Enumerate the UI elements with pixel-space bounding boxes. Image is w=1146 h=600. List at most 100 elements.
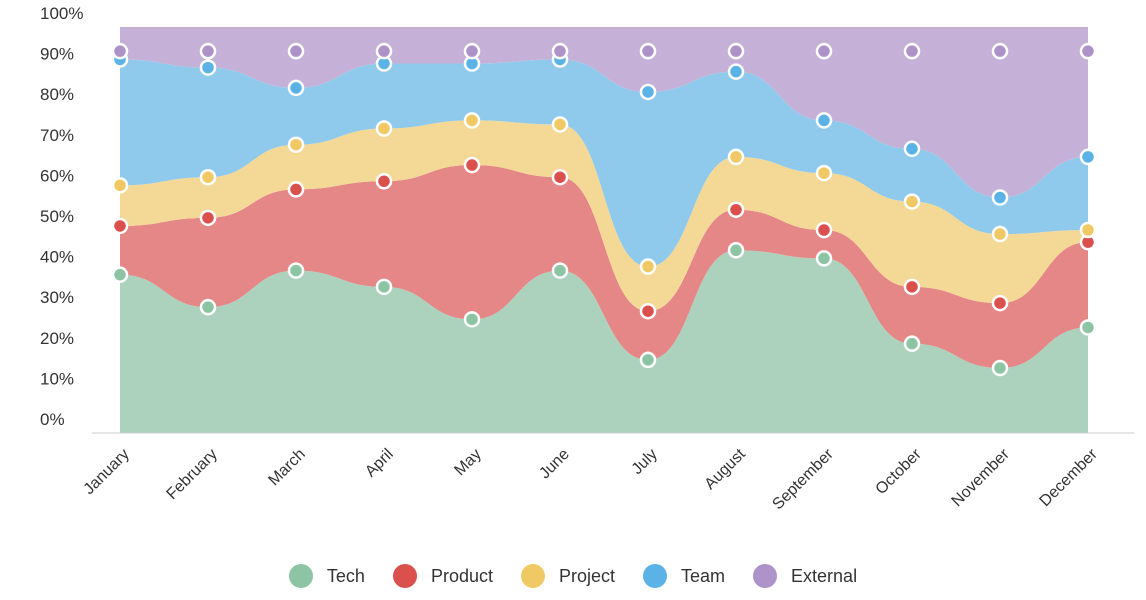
point-project-march[interactable]	[287, 136, 305, 153]
point-external-august[interactable]	[727, 42, 745, 60]
point-product-september[interactable]	[815, 221, 833, 239]
legend-swatch	[288, 564, 313, 588]
point-team-october[interactable]	[903, 140, 921, 158]
legend-item-tech[interactable]: Tech	[288, 564, 365, 588]
areas-layer	[120, 27, 1088, 433]
point-product-april[interactable]	[375, 173, 393, 190]
point-team-march[interactable]	[287, 79, 305, 97]
point-product-march[interactable]	[287, 181, 305, 198]
point-external-april[interactable]	[375, 42, 393, 60]
point-external-september[interactable]	[815, 42, 833, 60]
y-tick-label: 70%	[40, 126, 74, 145]
legend-item-product[interactable]: Product	[392, 564, 493, 588]
point-product-july[interactable]	[639, 302, 657, 320]
point-product-october[interactable]	[903, 278, 921, 296]
point-tech-august[interactable]	[727, 242, 745, 259]
legend-item-external[interactable]: External	[753, 564, 857, 588]
y-tick-label: 100%	[40, 4, 83, 23]
point-project-february[interactable]	[199, 168, 217, 186]
point-external-november[interactable]	[991, 42, 1009, 60]
point-external-october[interactable]	[903, 42, 921, 60]
point-tech-february[interactable]	[199, 298, 217, 316]
point-project-december[interactable]	[1079, 221, 1097, 239]
point-external-july[interactable]	[639, 42, 657, 60]
area-project	[120, 120, 1088, 312]
point-project-november[interactable]	[991, 225, 1009, 243]
x-tick-october: October	[873, 445, 926, 498]
y-tick-label: 50%	[40, 207, 74, 226]
legend-item-project[interactable]: Project	[520, 564, 616, 588]
point-product-august[interactable]	[727, 201, 745, 218]
point-tech-december[interactable]	[1079, 319, 1097, 336]
y-tick-label: 0%	[40, 410, 65, 429]
x-tick-june: June	[536, 446, 573, 483]
legend-swatch	[392, 564, 417, 588]
area-external	[120, 27, 1088, 198]
point-team-february[interactable]	[199, 59, 217, 76]
point-external-may[interactable]	[463, 42, 481, 60]
point-product-february[interactable]	[199, 209, 217, 227]
point-tech-july[interactable]	[639, 351, 657, 369]
point-external-december[interactable]	[1079, 42, 1097, 60]
y-tick-label: 20%	[40, 329, 74, 348]
x-tick-august: August	[702, 445, 750, 493]
x-tick-september: September	[769, 445, 837, 513]
point-team-july[interactable]	[639, 83, 657, 101]
point-tech-june[interactable]	[551, 262, 569, 279]
point-project-january[interactable]	[111, 177, 129, 194]
point-project-may[interactable]	[463, 112, 481, 129]
points-layer	[111, 42, 1097, 377]
x-tick-november: November	[949, 445, 1014, 510]
y-tick-label: 10%	[40, 369, 74, 388]
area-team	[120, 59, 1088, 267]
x-tick-february: February	[164, 446, 221, 503]
point-team-december[interactable]	[1079, 148, 1097, 166]
x-tick-july: July	[629, 446, 661, 478]
legend-label: Project	[558, 565, 616, 586]
y-tick-label: 30%	[40, 288, 74, 307]
point-external-june[interactable]	[551, 42, 569, 60]
point-tech-april[interactable]	[375, 278, 393, 296]
point-external-march[interactable]	[287, 42, 305, 60]
point-tech-november[interactable]	[991, 359, 1009, 377]
point-team-november[interactable]	[991, 189, 1009, 206]
point-tech-may[interactable]	[463, 311, 481, 328]
point-external-january[interactable]	[111, 42, 129, 60]
legend-swatch	[520, 564, 545, 588]
y-tick-label: 90%	[40, 45, 74, 64]
point-tech-january[interactable]	[111, 266, 129, 283]
point-tech-september[interactable]	[815, 250, 833, 267]
point-project-october[interactable]	[903, 193, 921, 210]
legend-swatch	[753, 564, 778, 588]
point-project-july[interactable]	[639, 258, 657, 275]
legend-swatch	[643, 564, 668, 588]
point-project-june[interactable]	[551, 116, 569, 133]
area-tech	[120, 250, 1088, 433]
area-product	[120, 165, 1088, 369]
point-product-january[interactable]	[111, 217, 129, 235]
point-team-august[interactable]	[727, 63, 745, 80]
x-tick-january: January	[81, 446, 133, 498]
point-team-september[interactable]	[815, 112, 833, 129]
point-tech-march[interactable]	[287, 262, 305, 279]
legend-label: External	[791, 565, 858, 586]
point-product-june[interactable]	[551, 168, 569, 186]
point-project-april[interactable]	[375, 120, 393, 137]
point-external-february[interactable]	[199, 42, 217, 60]
legend-label: Product	[430, 565, 493, 586]
point-tech-october[interactable]	[903, 335, 921, 352]
stacked-area-chart: 0% 10% 20% 30% 40% 50% 60% 70% 80% 90% 100% Januar…	[40, 4, 1134, 513]
legend-item-team[interactable]: Team	[643, 564, 725, 588]
x-tick-april: April	[362, 446, 397, 481]
point-product-november[interactable]	[991, 294, 1009, 312]
point-project-august[interactable]	[727, 148, 745, 166]
x-axis-ticks: January February March April May June July Augu…	[81, 445, 1102, 513]
point-project-september[interactable]	[815, 164, 833, 182]
x-tick-may: May	[451, 446, 484, 479]
x-tick-march: March	[265, 446, 308, 489]
point-product-may[interactable]	[463, 156, 481, 174]
legend-label: Team	[681, 565, 726, 586]
legend: Tech Product Project Team External	[0, 560, 1146, 592]
y-axis-ticks: 0% 10% 20% 30% 40% 50% 60% 70% 80% 90% 100%	[40, 4, 83, 429]
y-tick-label: 60%	[40, 166, 74, 185]
